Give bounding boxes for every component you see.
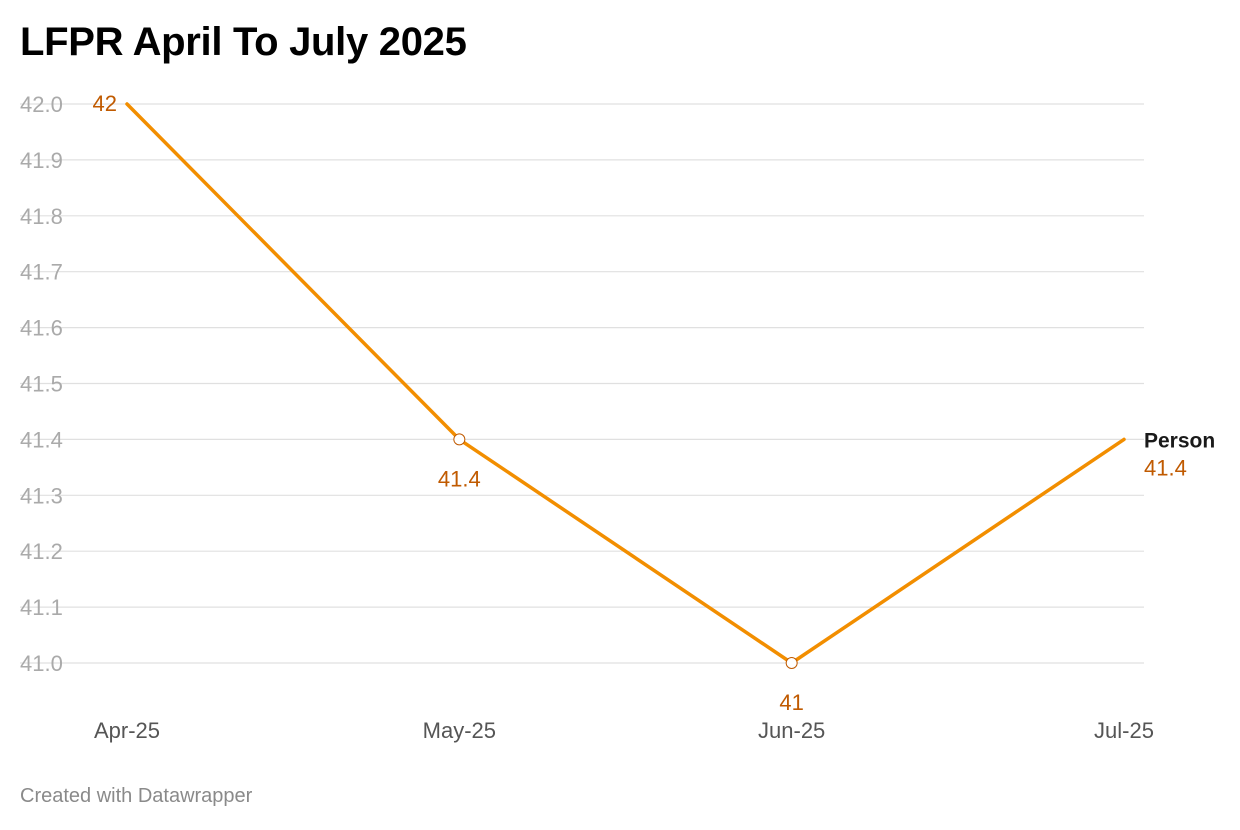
data-label: 41.4: [1144, 455, 1187, 480]
y-tick-label: 41.2: [20, 539, 63, 564]
data-labels: 42 41.4 41 41.4 Person: [93, 91, 1216, 715]
y-axis-ticks: 42.0 41.9 41.8 41.7 41.6 41.5 41.4 41.3 41.2 41.1…: [20, 92, 63, 676]
x-tick-label: Jun-25: [758, 718, 825, 743]
gridlines: [20, 103, 1144, 664]
y-tick-label: 41.0: [20, 651, 63, 676]
series-name-label: Person: [1144, 429, 1215, 452]
y-tick-label: 41.9: [20, 148, 63, 173]
data-label: 42: [93, 91, 117, 116]
y-tick-label: 41.8: [20, 204, 63, 229]
line-chart: 42.0 41.9 41.8 41.7 41.6 41.5 41.4 41.3 41.2 41.1…: [20, 91, 1216, 743]
data-label: 41.4: [438, 466, 481, 491]
data-point: [785, 657, 798, 669]
x-tick-label: Apr-25: [94, 718, 160, 743]
y-tick-label: 41.6: [20, 316, 63, 341]
y-tick-label: 41.1: [20, 595, 63, 620]
y-tick-label: 42.0: [20, 92, 63, 117]
y-tick-label: 41.3: [20, 483, 63, 508]
data-point: [453, 433, 466, 446]
series-line: [125, 102, 1126, 665]
y-tick-label: 41.4: [20, 427, 63, 452]
y-tick-label: 41.7: [20, 260, 63, 285]
x-tick-label: May-25: [423, 718, 496, 743]
x-axis-ticks: Apr-25 May-25 Jun-25 Jul-25: [94, 718, 1154, 743]
x-tick-label: Jul-25: [1094, 718, 1154, 743]
credit-footer: Created with Datawrapper: [20, 785, 253, 807]
y-tick-label: 41.5: [20, 372, 63, 397]
series-lines: [125, 102, 1126, 669]
chart-title: LFPR April To July 2025: [20, 20, 467, 64]
data-label: 41: [779, 690, 803, 715]
